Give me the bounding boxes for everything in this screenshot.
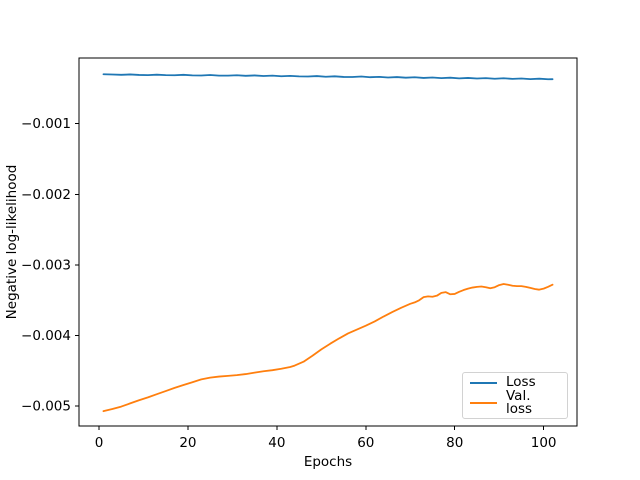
legend: Loss Val. loss (462, 372, 568, 419)
legend-item-val-loss: Val. loss (470, 387, 560, 417)
x-tick-label: 0 (95, 435, 104, 451)
series-line-loss (102, 73, 554, 81)
legend-line-sample-val-loss (470, 402, 497, 404)
y-tick-label: −0.001 (21, 116, 71, 132)
y-tick-label: −0.004 (21, 328, 71, 344)
legend-label-val-loss: Val. loss (506, 387, 533, 417)
legend-item-loss: Loss (470, 374, 560, 390)
y-tick-label: −0.003 (21, 257, 71, 273)
y-axis-label: Negative log-likelihood (4, 164, 20, 320)
legend-label-loss: Loss (506, 374, 536, 390)
legend-line-sample-loss (470, 381, 497, 384)
series-line-val-loss (102, 283, 554, 413)
x-axis-label: Epochs (303, 454, 353, 470)
x-tick-label: 20 (179, 435, 196, 451)
x-tick-label: 100 (531, 435, 557, 451)
y-tick-label: −0.005 (21, 399, 71, 415)
y-tick-label: −0.002 (21, 187, 71, 203)
x-tick-label: 60 (357, 435, 374, 451)
x-tick-label: 40 (268, 435, 285, 451)
x-tick-label: 80 (446, 435, 463, 451)
axes-frame (78, 57, 578, 427)
